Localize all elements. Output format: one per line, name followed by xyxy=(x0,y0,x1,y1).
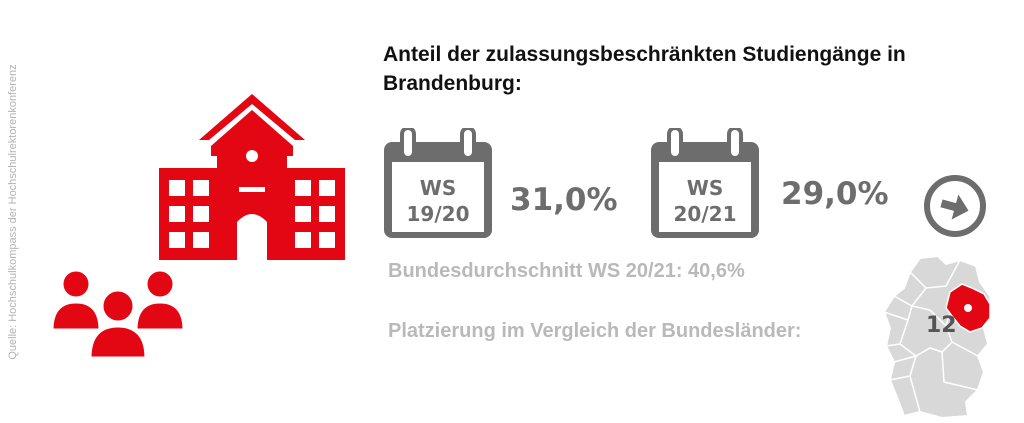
calendar-icon xyxy=(651,128,759,238)
calendar-ws-label: WS xyxy=(686,176,724,200)
page-title: Anteil der zulassungsbeschränkten Studie… xyxy=(383,43,906,95)
calendar-ws-label: WS xyxy=(419,176,457,200)
percentage-ws-19-20: 31,0% xyxy=(510,182,618,218)
calendar-term-label: 20/21 xyxy=(673,202,737,226)
ranking-label: Platzierung im Vergleich der Bundeslände… xyxy=(388,320,802,342)
arrow-right-circle-icon xyxy=(924,175,986,237)
percentage-ws-20-21: 29,0% xyxy=(781,176,889,212)
germany-map-icon xyxy=(882,254,994,420)
calendar-ws-20-21: WS 20/21 xyxy=(649,128,761,240)
calendar-icon xyxy=(384,128,492,238)
source-note: Quelle: Hochschulkompass der Hochschulre… xyxy=(7,64,19,360)
national-average: Bundesdurchschnitt WS 20/21: 40,6% xyxy=(388,260,745,282)
group-people-icon xyxy=(50,268,186,360)
school-building-icon xyxy=(159,94,345,260)
ranking-value: 12 xyxy=(926,313,957,338)
calendar-term-label: 19/20 xyxy=(406,202,470,226)
calendar-ws-19-20: WS 19/20 xyxy=(382,128,494,240)
